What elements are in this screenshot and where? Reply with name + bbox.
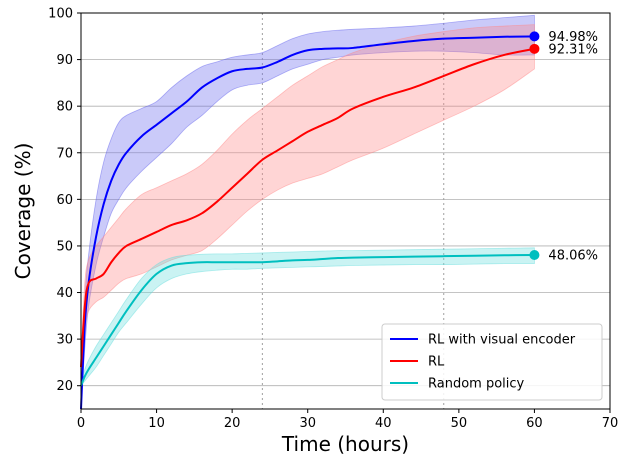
- y-axis-title: Coverage (%): [11, 143, 35, 280]
- y-tick-label: 70: [56, 146, 73, 161]
- end-markers: 94.98%92.31% 48.06%: [529, 30, 598, 263]
- series-lines: [80, 35, 535, 410]
- legend-box: [381, 323, 603, 401]
- x-tick-label: 70: [602, 416, 619, 431]
- plot-frame: [80, 12, 611, 410]
- x-axis-title: Time (hours): [281, 432, 409, 456]
- legend-label: RL: [428, 355, 445, 370]
- y-tick-label: 90: [56, 53, 73, 68]
- plot-border: [80, 12, 611, 410]
- legend-label: Random policy: [428, 377, 525, 392]
- x-tick-label: 0: [77, 416, 85, 431]
- x-tick-label: 60: [526, 416, 543, 431]
- y-tick-label: 20: [56, 379, 73, 394]
- y-tick-label: 30: [56, 333, 73, 348]
- end-marker: [529, 31, 540, 42]
- end-value-label: 92.31%: [548, 42, 598, 57]
- x-tick-label: 30: [299, 416, 316, 431]
- y-tick-label: 100: [48, 7, 73, 22]
- confidence-band: [80, 14, 535, 410]
- series-line: [80, 47, 535, 368]
- x-tick-label: 50: [451, 416, 468, 431]
- x-tick-label: 40: [375, 416, 392, 431]
- legend: RL with visual encoder RL Random policy: [381, 323, 603, 401]
- y-tick-label: 50: [56, 239, 73, 254]
- axis-ticks: 0 10 20 30 40 50 60 70 20 30 40 50 60 70 80 90 100: [48, 7, 618, 432]
- end-value-label: 94.98%: [548, 30, 598, 45]
- x-tick-label: 10: [148, 416, 165, 431]
- series-line: [80, 253, 535, 387]
- end-value-label: 48.06%: [548, 248, 598, 263]
- series-line: [80, 35, 535, 410]
- y-tick-label: 60: [56, 193, 73, 208]
- legend-label: RL with visual encoder: [428, 333, 576, 348]
- end-marker: [529, 249, 540, 260]
- x-tick-label: 20: [224, 416, 241, 431]
- end-marker: [529, 43, 540, 54]
- confidence-band: [80, 247, 535, 387]
- y-tick-label: 40: [56, 286, 73, 301]
- y-tick-label: 80: [56, 100, 73, 115]
